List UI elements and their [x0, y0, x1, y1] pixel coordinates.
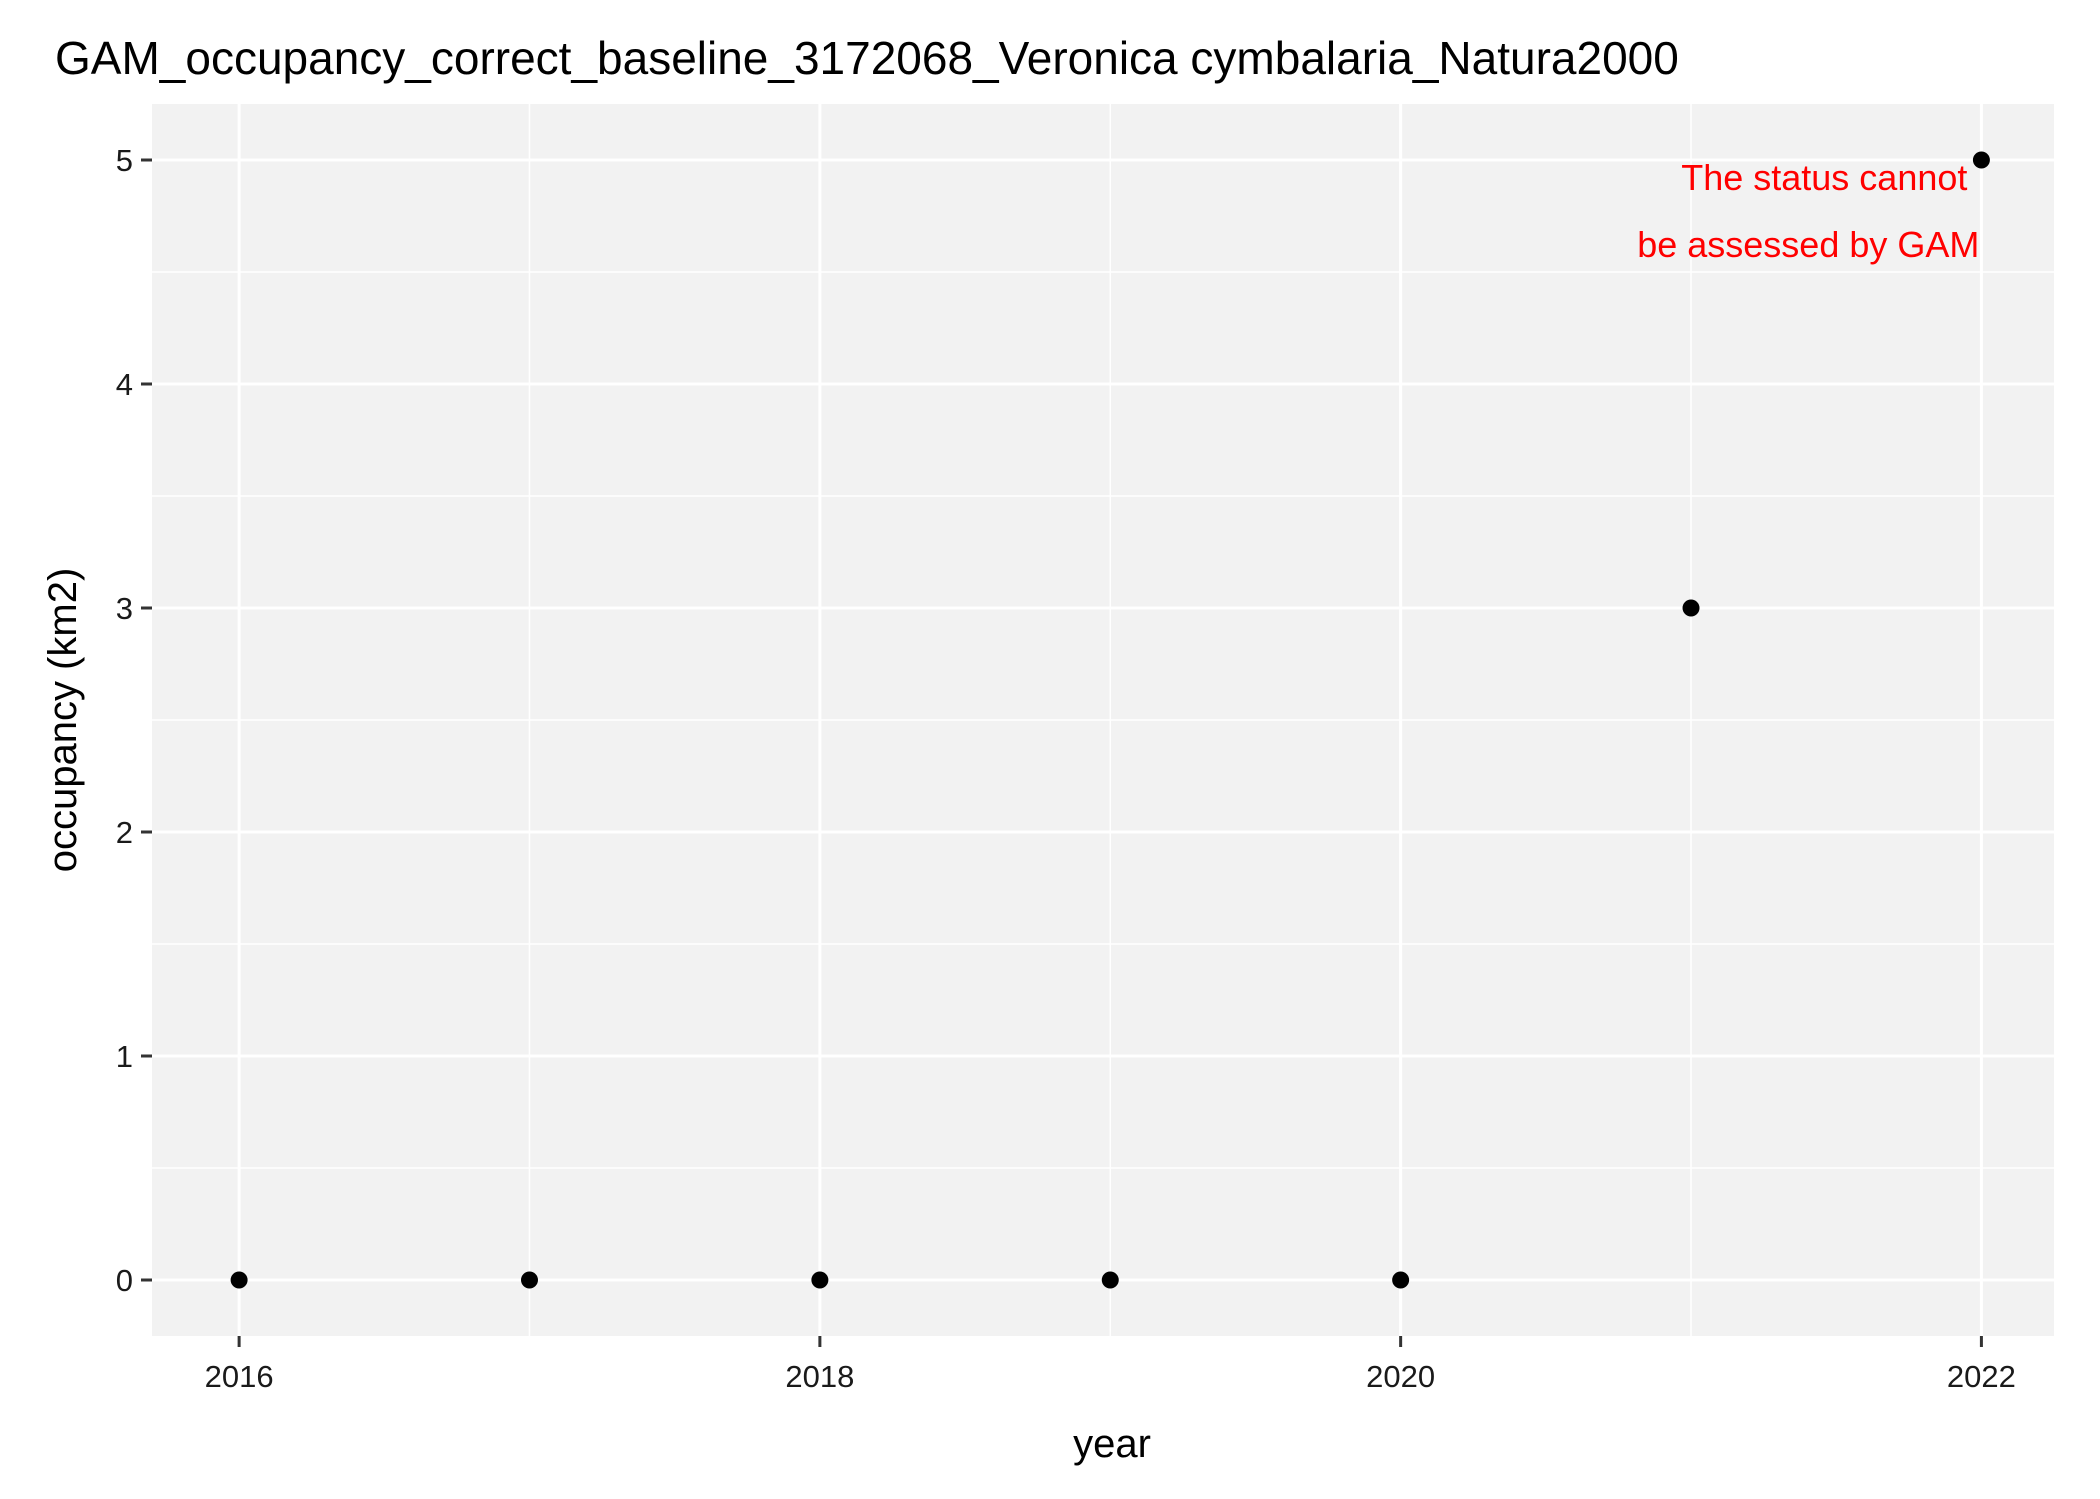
- y-tick-label: 0: [116, 1263, 133, 1298]
- annotation-line-1: The status cannot: [1681, 157, 1967, 198]
- major-gridlines: [152, 104, 2054, 1336]
- x-axis-title: year: [1073, 1422, 1151, 1466]
- data-point: [230, 1271, 248, 1289]
- annotation-line-2: be assessed by GAM: [1637, 224, 1979, 265]
- y-tick-label: 4: [116, 367, 133, 402]
- status-annotation: The status cannot be assessed by GAM: [1637, 157, 1979, 265]
- y-tick-label: 2: [116, 815, 133, 850]
- data-point: [811, 1271, 829, 1289]
- minor-gridlines: [152, 104, 2054, 1336]
- x-axis: 2016 2018 2020 2022: [205, 1336, 2016, 1394]
- x-tick-label: 2020: [1366, 1359, 1435, 1394]
- data-point: [1682, 599, 1700, 617]
- data-points: [230, 151, 1990, 1289]
- data-point: [1101, 1271, 1119, 1289]
- data-point: [520, 1271, 538, 1289]
- y-tick-label: 1: [116, 1039, 133, 1074]
- data-point: [1392, 1271, 1410, 1289]
- data-point: [1972, 151, 1990, 169]
- y-axis-title: occupancy (km2): [41, 568, 85, 873]
- x-tick-label: 2016: [205, 1359, 274, 1394]
- chart-title: GAM_occupancy_correct_baseline_3172068_V…: [55, 32, 1679, 84]
- y-tick-label: 5: [116, 143, 133, 178]
- y-axis: 0 1 2 3 4 5: [116, 143, 152, 1298]
- x-tick-label: 2018: [785, 1359, 854, 1394]
- x-tick-label: 2022: [1947, 1359, 2016, 1394]
- y-tick-label: 3: [116, 591, 133, 626]
